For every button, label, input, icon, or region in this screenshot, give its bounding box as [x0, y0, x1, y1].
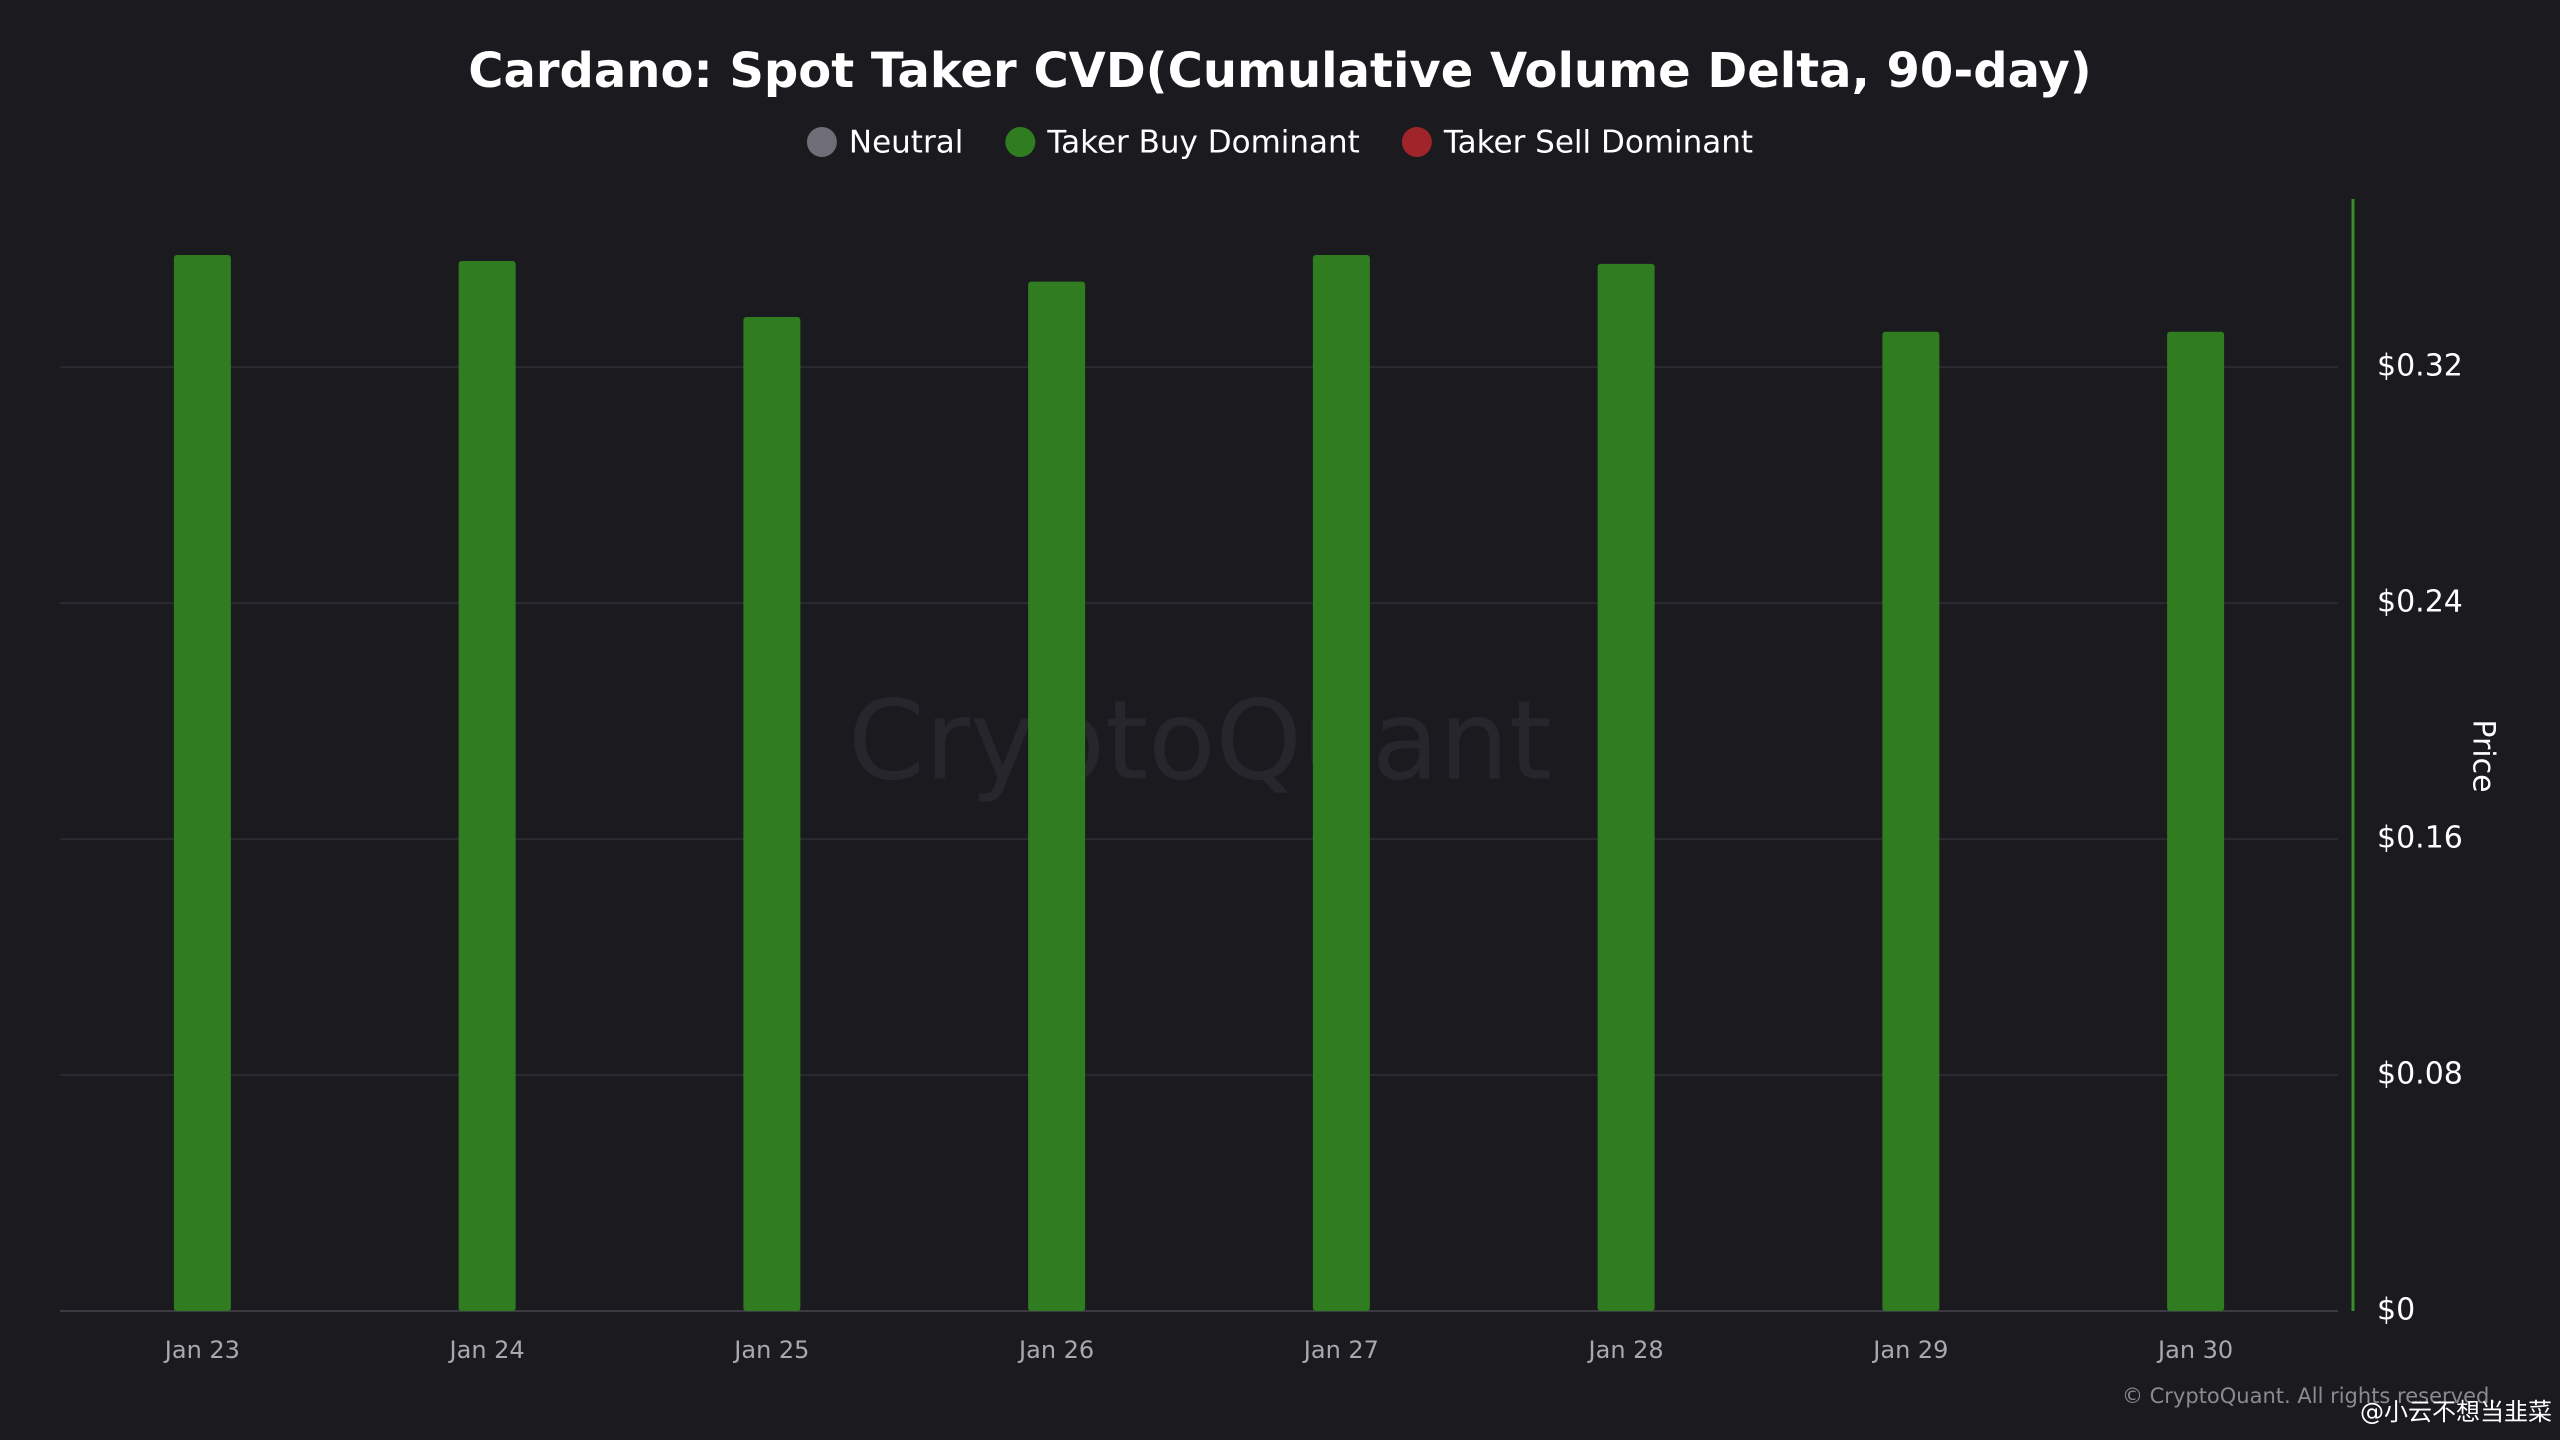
legend-label: Neutral — [849, 125, 963, 161]
bar — [458, 260, 516, 1311]
x-tick-label: Jan 30 — [2156, 1336, 2233, 1364]
bar — [2167, 331, 2225, 1312]
legend-marker — [806, 127, 837, 157]
source-watermark: @小云不想当韭菜 — [2360, 1398, 2552, 1426]
x-tick-label: Jan 27 — [1302, 1336, 1379, 1364]
bar — [1312, 255, 1370, 1311]
x-tick-label: Jan 24 — [448, 1336, 525, 1364]
bar — [1597, 263, 1655, 1311]
watermark: CryptoQuant — [848, 676, 1552, 804]
legend-marker — [1401, 127, 1432, 157]
y-tick-label: $0.32 — [2377, 349, 2463, 384]
bar — [1882, 331, 1940, 1312]
legend-label: Taker Sell Dominant — [1443, 125, 1753, 161]
x-tick-label: Jan 26 — [1017, 1336, 1094, 1364]
legend-marker — [1005, 127, 1036, 157]
y-tick-label: $0.16 — [2377, 821, 2463, 856]
y-tick-label: $0 — [2377, 1293, 2415, 1328]
y-axis-title: Price — [2466, 719, 2501, 792]
bar — [173, 255, 231, 1311]
x-tick-label: Jan 28 — [1587, 1336, 1664, 1364]
bar — [1028, 281, 1086, 1311]
x-tick-label: Jan 25 — [732, 1336, 809, 1364]
y-tick-label: $0.24 — [2377, 585, 2463, 620]
bar — [743, 316, 801, 1311]
footer: © CryptoQuant. All rights reserved. — [2122, 1384, 2496, 1408]
chart-title: Cardano: Spot Taker CVD(Cumulative Volum… — [468, 43, 2091, 99]
x-tick-label: Jan 23 — [163, 1336, 240, 1364]
legend-label: Taker Buy Dominant — [1046, 125, 1360, 161]
x-tick-label: Jan 29 — [1871, 1336, 1948, 1364]
y-tick-label: $0.08 — [2377, 1057, 2463, 1092]
